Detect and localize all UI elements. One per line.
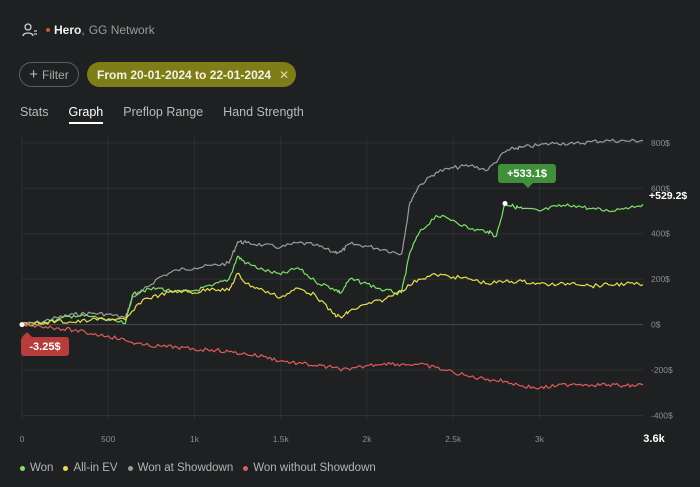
profit-chart[interactable]: 800$ 600$ 400$ 200$ 0$ -200$ -400$ 0 500 1k 1.5k 2k… <box>0 130 700 460</box>
legend-swatch <box>63 465 69 471</box>
legend-won-without-showdown[interactable]: Won without Showdown <box>243 462 376 474</box>
separator: , <box>81 23 85 37</box>
y-tick-label: -400$ <box>651 410 673 420</box>
y-tick-label: 800$ <box>651 138 670 148</box>
filter-label: Filter <box>42 67 69 82</box>
close-icon[interactable]: ✕ <box>279 67 290 82</box>
legend-all-in-ev[interactable]: All-in EV <box>63 462 118 474</box>
date-range-chip[interactable]: From 20-01-2024 to 22-01-2024 ✕ <box>87 62 296 87</box>
chart-legend: Won All-in EV Won at Showdown Won withou… <box>20 462 386 474</box>
x-tick-label: 1k <box>190 434 200 444</box>
y-tick-label: -200$ <box>651 365 673 375</box>
date-range-label: From 20-01-2024 to 22-01-2024 <box>97 67 272 82</box>
y-tick-label: 600$ <box>651 183 670 193</box>
series-line-all-in-ev <box>21 272 644 327</box>
x-tick-label: 2.5k <box>445 434 462 444</box>
y-tick-label: 200$ <box>651 274 670 284</box>
player-name: Hero <box>54 23 82 37</box>
series-line-won <box>21 202 644 326</box>
legend-swatch <box>20 465 25 471</box>
user-icon[interactable] <box>22 22 38 38</box>
legend-swatch <box>243 465 249 471</box>
low-callout: -3.25$ <box>21 332 69 356</box>
tab-stats[interactable]: Stats <box>20 105 49 119</box>
player-header: Hero , GG Network <box>22 20 155 40</box>
x-tick-label: 500 <box>101 434 115 444</box>
start-point-marker <box>19 322 25 328</box>
chart-svg: 800$ 600$ 400$ 200$ 0$ -200$ -400$ 0 500 1k 1.5k 2k… <box>19 136 673 445</box>
x-tick-label: 1.5k <box>273 434 290 444</box>
legend-swatch <box>127 465 133 471</box>
tab-bar: Stats Graph Preflop Range Hand Strength <box>20 105 324 124</box>
legend-won-at-showdown[interactable]: Won at Showdown <box>127 462 234 474</box>
filter-button[interactable]: + Filter <box>19 62 79 87</box>
y-tick-label: 400$ <box>651 229 670 239</box>
y-tick-label: 0$ <box>651 320 661 330</box>
plus-icon: + <box>29 66 39 83</box>
tab-hand-strength[interactable]: Hand Strength <box>223 105 304 119</box>
legend-label: All-in EV <box>73 462 118 474</box>
end-value-label: +529.2$ <box>649 190 688 202</box>
x-tick-label: 2k <box>363 434 373 444</box>
series-line-won-without-showdown <box>21 322 644 390</box>
x-tick-label: 3.6k <box>643 433 665 445</box>
peak-callout: +533.1$ <box>498 164 556 188</box>
x-tick-label: 3k <box>535 434 545 444</box>
x-tick-label: 0 <box>20 434 25 444</box>
legend-won[interactable]: Won <box>20 462 53 474</box>
legend-label: Won without Showdown <box>253 462 376 474</box>
status-dot <box>46 28 50 32</box>
tab-preflop-range[interactable]: Preflop Range <box>123 105 204 119</box>
legend-label: Won at Showdown <box>137 462 234 474</box>
tab-graph[interactable]: Graph <box>68 105 103 124</box>
network-name: GG Network <box>88 23 155 37</box>
peak-point-marker <box>502 200 508 206</box>
legend-label: Won <box>30 462 54 474</box>
